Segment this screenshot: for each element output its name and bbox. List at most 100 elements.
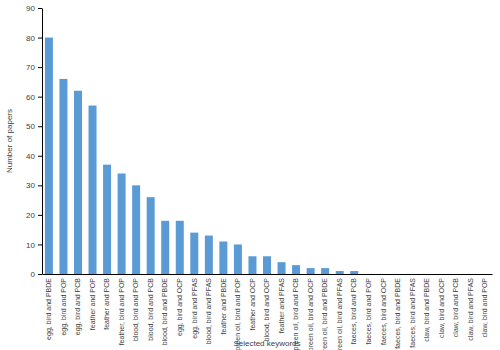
x-tick: blood, bird and PCB — [147, 274, 154, 341]
x-tick-label: blood, bird and POP — [132, 278, 139, 341]
x-axis-title: Selected keywords — [233, 339, 300, 348]
chart: 0102030405060708090egg, bird and PBDEegg… — [0, 0, 500, 350]
y-tick-label: 0 — [31, 270, 36, 279]
y-tick-mark — [38, 185, 42, 186]
x-tick: feather and PCB — [103, 274, 110, 330]
x-tick: blood, bird and POP — [132, 274, 139, 341]
y-tick: 10 — [26, 241, 42, 250]
y-tick-label: 90 — [26, 4, 35, 13]
x-tick: egg, bird and OCP — [176, 274, 184, 336]
x-tick: faeces, bird and PBDE — [394, 274, 401, 349]
bar — [132, 185, 140, 274]
y-tick: 60 — [26, 93, 42, 102]
x-tick-label: blood, bird and OCP — [263, 278, 270, 342]
y-tick-mark — [38, 215, 42, 216]
x-tick-label: claw, bird and PFAS — [467, 278, 474, 341]
y-tick-label: 50 — [26, 122, 35, 131]
x-tick-label: blood, bird and PFAS — [205, 278, 212, 344]
x-axis-line — [43, 274, 493, 275]
x-tick-label: egg, bird and OCP — [176, 278, 184, 336]
bar — [481, 274, 489, 275]
bar — [103, 165, 111, 274]
x-tick: blood, bird and OCP — [263, 274, 270, 341]
bar — [365, 274, 373, 275]
x-tick-label: preen oil, bird and PBDE — [321, 278, 329, 350]
x-tick: egg, bird and POP — [60, 274, 68, 336]
bar — [234, 244, 242, 274]
x-tick-label: faeces, bird and OCP — [380, 278, 387, 345]
bar — [307, 268, 315, 274]
bar — [292, 265, 300, 274]
x-tick: faeces, bird and OCP — [380, 274, 387, 345]
x-tick: egg, bird and PCB — [74, 274, 82, 335]
x-tick-label: claw, bird and POP — [481, 278, 488, 338]
bar — [45, 38, 53, 274]
x-tick-label: preen oil, bird and OCP — [307, 278, 315, 350]
y-tick-mark — [38, 97, 42, 98]
x-tick: claw, bird and POP — [481, 274, 488, 338]
y-tick-mark — [38, 126, 42, 127]
y-tick-mark — [38, 8, 42, 9]
x-tick-label: egg, bird and PFAS — [191, 278, 199, 339]
x-tick: blood, bird and PFAS — [205, 274, 212, 344]
bar — [394, 274, 402, 275]
bar — [161, 221, 169, 274]
x-tick-label: feather and OCP — [249, 278, 256, 331]
x-tick-label: faeces, bird and PCB — [350, 278, 357, 344]
y-tick-mark — [38, 38, 42, 39]
x-tick-label: faeces, bird and PBDE — [394, 278, 401, 349]
x-tick: preen oil, bird and PBDE — [321, 274, 329, 350]
bar — [379, 274, 387, 275]
bar — [278, 262, 286, 274]
x-tick: faeces, bird and PCB — [350, 274, 357, 344]
x-tick: blood, bird and PBDE — [161, 274, 168, 345]
x-tick-label: egg, bird and POP — [60, 278, 68, 336]
y-tick: 80 — [26, 34, 42, 43]
bar — [176, 221, 184, 274]
x-tick: feather and PBDE — [220, 274, 227, 334]
y-tick-label: 10 — [26, 241, 35, 250]
y-tick: 90 — [26, 4, 42, 13]
y-tick: 0 — [31, 270, 42, 279]
x-tick: faeces, bird and POP — [365, 274, 372, 345]
bar — [219, 241, 227, 274]
y-axis-line — [42, 9, 43, 275]
x-tick-label: egg, bird and PCB — [74, 278, 82, 336]
x-tick: feather and PFAS — [278, 274, 285, 333]
x-tick-label: claw, bird and OCP — [438, 278, 445, 338]
x-tick-label: feather and POP — [89, 278, 96, 330]
x-tick-label: feather and PBDE — [220, 278, 227, 335]
x-tick: feather, bird and POP — [118, 274, 125, 345]
y-tick: 40 — [26, 152, 42, 161]
y-tick-label: 60 — [26, 93, 35, 102]
bar — [350, 271, 358, 274]
y-tick-label: 40 — [26, 152, 35, 161]
x-tick: feather and OCP — [249, 274, 256, 331]
y-tick-mark — [38, 67, 42, 68]
y-tick-mark — [38, 156, 42, 157]
x-tick: claw, bird and OCP — [438, 274, 445, 338]
x-tick-label: claw, bird and PCB — [452, 278, 459, 337]
x-tick-label: feather and PCB — [103, 278, 110, 330]
x-tick: preen oil, bird and OCP — [307, 274, 315, 350]
bar — [74, 91, 82, 274]
y-tick-label: 70 — [26, 63, 35, 72]
y-axis: 0102030405060708090 — [26, 4, 42, 279]
x-tick: claw, bird and PBDE — [423, 274, 430, 342]
x-tick-label: egg, bird and PBDE — [45, 278, 53, 340]
x-tick: preen oil, bird and PFAS — [336, 274, 344, 350]
x-tick: claw, bird and PFAS — [467, 274, 474, 341]
y-tick: 20 — [26, 211, 42, 220]
x-tick-label: claw, bird and PBDE — [423, 278, 430, 342]
x-tick-label: blood, bird and PCB — [147, 278, 154, 341]
y-tick-mark — [38, 274, 42, 275]
bar — [89, 106, 97, 274]
y-tick: 50 — [26, 122, 42, 131]
bar — [205, 236, 213, 274]
bar — [408, 274, 416, 275]
bar — [59, 79, 67, 274]
x-tick: egg, bird and PFAS — [191, 274, 199, 339]
bar — [467, 274, 475, 275]
x-tick-label: faeces, bird and PFAS — [409, 278, 416, 348]
y-axis-title: Number of papers — [5, 109, 14, 173]
